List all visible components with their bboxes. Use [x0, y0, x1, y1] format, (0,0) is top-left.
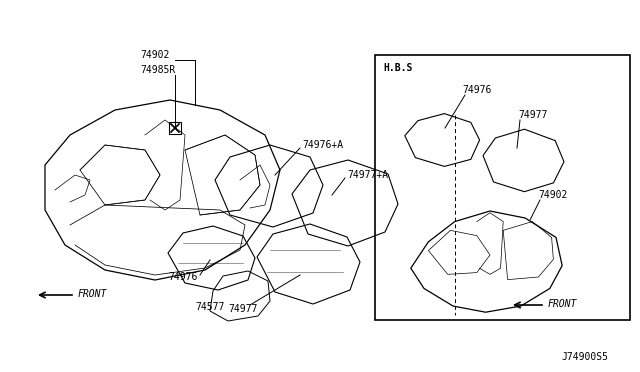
Text: FRONT: FRONT — [548, 299, 577, 309]
Text: 74985R: 74985R — [140, 65, 175, 75]
Text: J74900S5: J74900S5 — [561, 352, 608, 362]
Bar — [169, 122, 181, 134]
Bar — [375, 55, 630, 320]
Text: 74976: 74976 — [462, 85, 492, 95]
Text: 74976: 74976 — [168, 272, 197, 282]
Text: 74977: 74977 — [518, 110, 547, 120]
Text: 74577: 74577 — [195, 302, 225, 312]
Text: H.B.S: H.B.S — [383, 63, 412, 73]
Text: 74902: 74902 — [140, 50, 170, 60]
Text: 74977+A: 74977+A — [347, 170, 388, 180]
Text: 74976+A: 74976+A — [302, 140, 343, 150]
Text: 74977: 74977 — [228, 304, 257, 314]
Text: 74902: 74902 — [538, 190, 568, 200]
Text: FRONT: FRONT — [78, 289, 108, 299]
